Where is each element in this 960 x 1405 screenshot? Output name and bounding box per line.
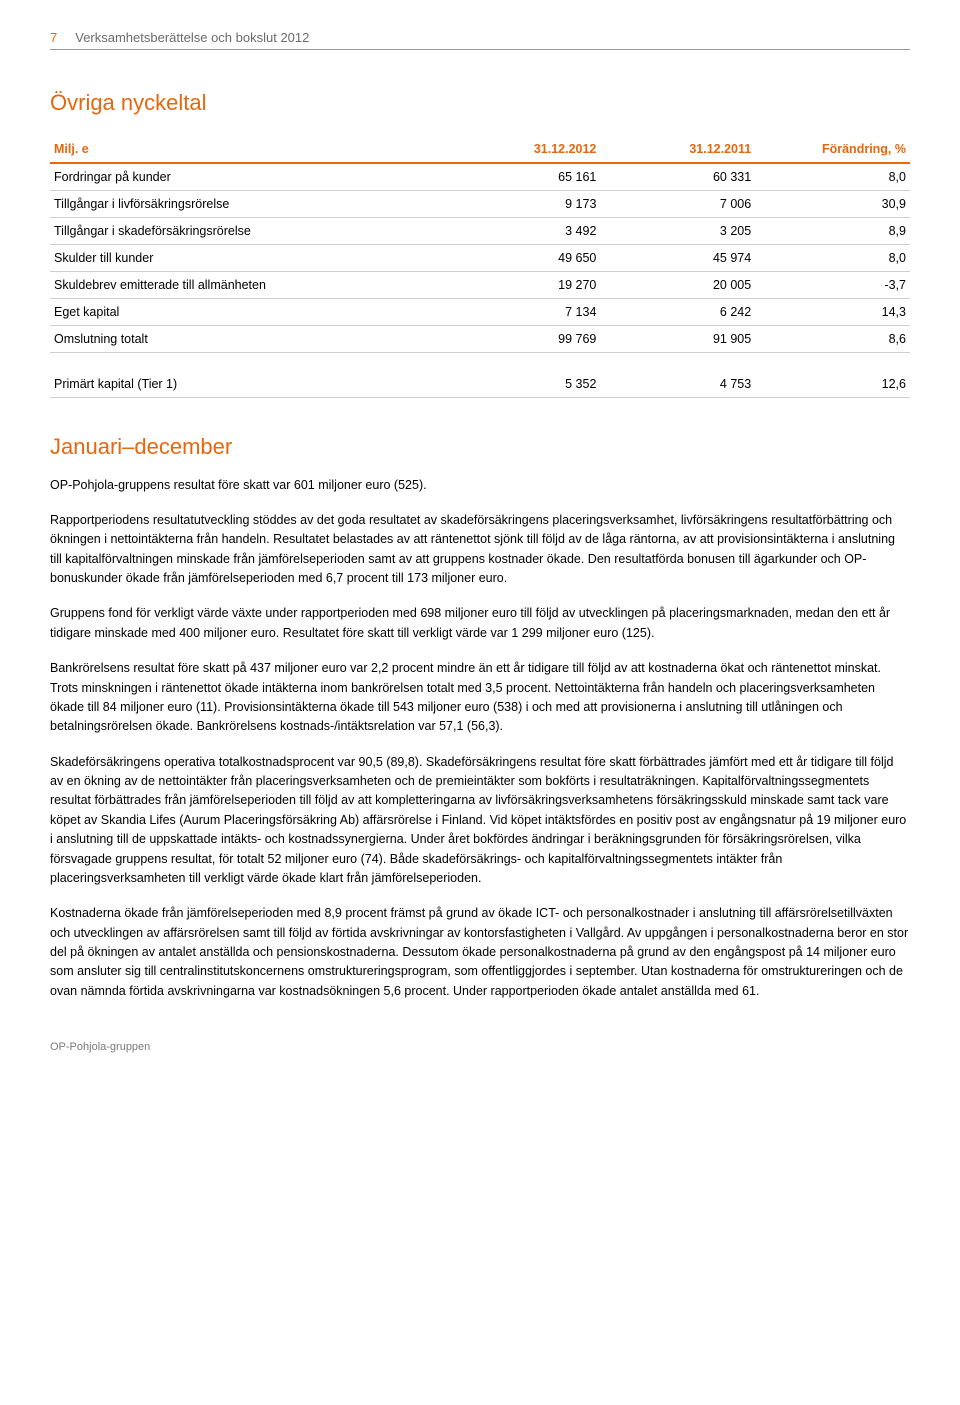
table-row: Skulder till kunder 49 650 45 974 8,0 xyxy=(50,245,910,272)
cell-value: 12,6 xyxy=(755,371,910,398)
body-paragraph: Rapportperiodens resultatutveckling stöd… xyxy=(50,511,910,589)
table-row: Primärt kapital (Tier 1) 5 352 4 753 12,… xyxy=(50,371,910,398)
cell-value: 30,9 xyxy=(755,191,910,218)
cell-value: 45 974 xyxy=(600,245,755,272)
cell-label: Omslutning totalt xyxy=(50,326,446,353)
cell-value: -3,7 xyxy=(755,272,910,299)
document-title: Verksamhetsberättelse och bokslut 2012 xyxy=(75,30,309,45)
cell-value: 8,6 xyxy=(755,326,910,353)
cell-label: Fordringar på kunder xyxy=(50,163,446,191)
col-label: Milj. e xyxy=(50,136,446,163)
table-header-row: Milj. e 31.12.2012 31.12.2011 Förändring… xyxy=(50,136,910,163)
cell-value: 99 769 xyxy=(446,326,601,353)
table-spacer xyxy=(50,353,910,371)
cell-value: 5 352 xyxy=(446,371,601,398)
cell-value: 7 134 xyxy=(446,299,601,326)
cell-label: Eget kapital xyxy=(50,299,446,326)
cell-value: 9 173 xyxy=(446,191,601,218)
page-number: 7 xyxy=(50,30,57,45)
col-change: Förändring, % xyxy=(755,136,910,163)
col-2011: 31.12.2011 xyxy=(600,136,755,163)
table-row: Omslutning totalt 99 769 91 905 8,6 xyxy=(50,326,910,353)
body-paragraph: Bankrörelsens resultat före skatt på 437… xyxy=(50,659,910,737)
section-title-keyfigures: Övriga nyckeltal xyxy=(50,90,910,116)
cell-value: 19 270 xyxy=(446,272,601,299)
header-divider xyxy=(50,49,910,50)
section-title-jan-dec: Januari–december xyxy=(50,434,910,460)
cell-label: Skuldebrev emitterade till allmänheten xyxy=(50,272,446,299)
cell-value: 7 006 xyxy=(600,191,755,218)
cell-value: 91 905 xyxy=(600,326,755,353)
cell-value: 60 331 xyxy=(600,163,755,191)
cell-label: Primärt kapital (Tier 1) xyxy=(50,371,446,398)
body-paragraph: Skadeförsäkringens operativa totalkostna… xyxy=(50,753,910,889)
table-row: Tillgångar i livförsäkringsrörelse 9 173… xyxy=(50,191,910,218)
keyfigures-table: Milj. e 31.12.2012 31.12.2011 Förändring… xyxy=(50,136,910,398)
cell-label: Tillgångar i livförsäkringsrörelse xyxy=(50,191,446,218)
body-paragraph: OP-Pohjola-gruppens resultat före skatt … xyxy=(50,476,910,495)
cell-value: 65 161 xyxy=(446,163,601,191)
cell-value: 3 205 xyxy=(600,218,755,245)
body-paragraph: Kostnaderna ökade från jämförelseperiode… xyxy=(50,904,910,1001)
cell-value: 49 650 xyxy=(446,245,601,272)
cell-value: 8,0 xyxy=(755,163,910,191)
cell-value: 8,9 xyxy=(755,218,910,245)
page-footer: OP-Pohjola-gruppen xyxy=(50,1041,910,1053)
col-2012: 31.12.2012 xyxy=(446,136,601,163)
body-paragraph: Gruppens fond för verkligt värde växte u… xyxy=(50,604,910,643)
table-row: Fordringar på kunder 65 161 60 331 8,0 xyxy=(50,163,910,191)
cell-value: 4 753 xyxy=(600,371,755,398)
cell-value: 6 242 xyxy=(600,299,755,326)
cell-value: 20 005 xyxy=(600,272,755,299)
table-row: Eget kapital 7 134 6 242 14,3 xyxy=(50,299,910,326)
table-row: Tillgångar i skadeförsäkringsrörelse 3 4… xyxy=(50,218,910,245)
cell-label: Skulder till kunder xyxy=(50,245,446,272)
table-row: Skuldebrev emitterade till allmänheten 1… xyxy=(50,272,910,299)
cell-value: 3 492 xyxy=(446,218,601,245)
cell-label: Tillgångar i skadeförsäkringsrörelse xyxy=(50,218,446,245)
page-header: 7 Verksamhetsberättelse och bokslut 2012 xyxy=(50,30,910,45)
cell-value: 14,3 xyxy=(755,299,910,326)
cell-value: 8,0 xyxy=(755,245,910,272)
